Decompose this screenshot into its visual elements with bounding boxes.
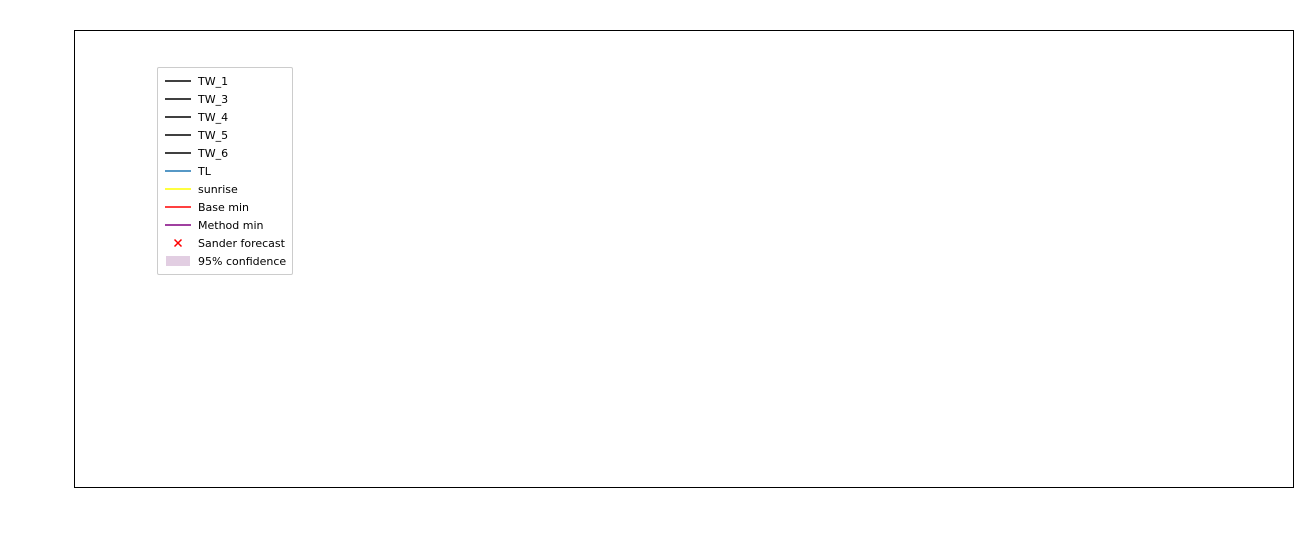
- legend: TW_1 TW_3 TW_4 TW_5 TW_6 TL sunrise Base min Met…: [157, 67, 293, 275]
- legend-swatch: [164, 182, 192, 196]
- legend-swatch: [164, 74, 192, 88]
- legend-swatch: [164, 218, 192, 232]
- legend-label: sunrise: [198, 183, 238, 196]
- legend-item: TW_4: [164, 108, 286, 126]
- legend-item: Base min: [164, 198, 286, 216]
- legend-label: Base min: [198, 201, 249, 214]
- legend-item: Method min: [164, 216, 286, 234]
- legend-item: TW_6: [164, 144, 286, 162]
- legend-swatch: [164, 164, 192, 178]
- legend-item: TL: [164, 162, 286, 180]
- legend-swatch: [164, 254, 192, 268]
- legend-swatch: [164, 200, 192, 214]
- legend-item: sunrise: [164, 180, 286, 198]
- legend-item: TW_5: [164, 126, 286, 144]
- legend-label: TW_1: [198, 75, 228, 88]
- legend-item: Sander forecast: [164, 234, 286, 252]
- legend-label: TW_5: [198, 129, 228, 142]
- legend-label: TW_6: [198, 147, 228, 160]
- legend-label: Method min: [198, 219, 264, 232]
- legend-label: 95% confidence: [198, 255, 286, 268]
- axes-area: TW_1 TW_3 TW_4 TW_5 TW_6 TL sunrise Base min Met…: [74, 30, 1294, 488]
- legend-swatch: [164, 146, 192, 160]
- legend-swatch: [164, 236, 192, 250]
- legend-item: TW_3: [164, 90, 286, 108]
- legend-label: Sander forecast: [198, 237, 285, 250]
- legend-label: TW_4: [198, 111, 228, 124]
- legend-label: TL: [198, 165, 211, 178]
- legend-item: 95% confidence: [164, 252, 286, 270]
- legend-swatch: [164, 128, 192, 142]
- legend-label: TW_3: [198, 93, 228, 106]
- legend-item: TW_1: [164, 72, 286, 90]
- figure: TW_1 TW_3 TW_4 TW_5 TW_6 TL sunrise Base min Met…: [0, 0, 1313, 547]
- legend-swatch: [164, 92, 192, 106]
- legend-swatch: [164, 110, 192, 124]
